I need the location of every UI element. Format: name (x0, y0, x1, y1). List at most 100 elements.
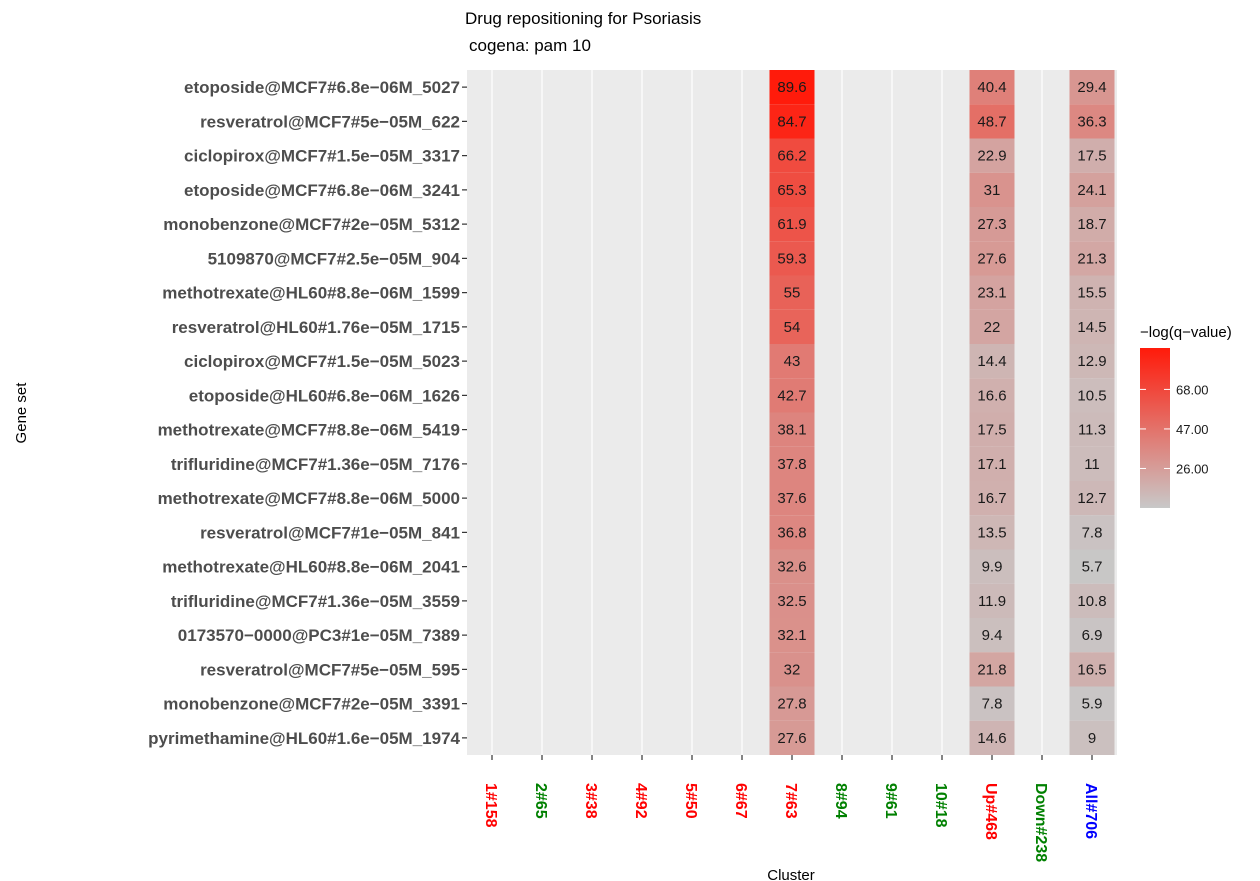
y-tick-label: methotrexate@MCF7#8.8e−06M_5419 (158, 421, 460, 440)
heatmap-cell (1069, 138, 1115, 173)
heatmap-cell (969, 172, 1015, 207)
y-tick-label: resveratrol@HL60#1.76e−05M_1715 (172, 318, 460, 337)
cell-value-label: 16.6 (977, 387, 1006, 404)
cell-value-label: 17.1 (977, 456, 1006, 473)
heatmap-cell (969, 412, 1015, 447)
heatmap-cell (1069, 652, 1115, 687)
y-tick-label: 5109870@MCF7#2.5e−05M_904 (208, 249, 461, 268)
x-tick-label: 1#158 (482, 783, 499, 828)
cell-value-label: 11 (1084, 456, 1100, 473)
cell-value-label: 54 (784, 319, 801, 336)
cell-value-label: 16.7 (977, 490, 1006, 507)
heatmap-cell (769, 309, 815, 344)
cell-value-label: 27.8 (777, 696, 806, 713)
heatmap-cell (769, 481, 815, 516)
cell-value-label: 21.3 (1077, 250, 1106, 267)
heatmap-cell (769, 446, 815, 481)
cell-value-label: 89.6 (777, 79, 806, 96)
cell-value-label: 16.5 (1077, 661, 1106, 678)
heatmap-cell (769, 583, 815, 618)
y-tick-label: trifluridine@MCF7#1.36e−05M_3559 (171, 592, 460, 611)
heatmap-cell (1069, 549, 1115, 584)
cell-value-label: 11.3 (1078, 422, 1106, 439)
heatmap-cell (1069, 104, 1115, 139)
y-tick-label: etoposide@MCF7#6.8e−06M_3241 (184, 181, 460, 200)
y-tick-label: methotrexate@MCF7#8.8e−06M_5000 (158, 489, 460, 508)
heatmap-cell (1069, 412, 1115, 447)
legend-colorbar (1140, 348, 1170, 508)
cell-value-label: 37.6 (777, 490, 806, 507)
heatmap-cell (769, 515, 815, 550)
heatmap-cell (1069, 378, 1115, 413)
cell-value-label: 7.8 (1082, 524, 1103, 541)
heatmap-cell (969, 720, 1015, 755)
heatmap-cell (969, 104, 1015, 139)
heatmap-cell (1069, 172, 1115, 207)
cell-value-label: 24.1 (1077, 182, 1106, 199)
x-tick-label: All#706 (1082, 783, 1099, 839)
cell-value-label: 48.7 (977, 113, 1006, 130)
heatmap-cell (1069, 241, 1115, 276)
cell-value-label: 61.9 (777, 216, 806, 233)
cell-value-label: 7.8 (982, 696, 1003, 713)
y-tick-label: 0173570−0000@PC3#1e−05M_7389 (178, 626, 460, 645)
legend-tick-label: 47.00 (1176, 422, 1209, 437)
legend: −log(q−value) 68.00 47.00 26.00 (1140, 324, 1232, 508)
heatmap-cell (1069, 309, 1115, 344)
cell-value-label: 14.4 (977, 353, 1006, 370)
heatmap-cell (969, 549, 1015, 584)
cell-value-label: 15.5 (1077, 285, 1106, 302)
x-tick-label: 4#92 (632, 783, 649, 819)
cell-value-label: 43 (784, 353, 801, 370)
chart-title: Drug repositioning for Psoriasis (465, 9, 701, 28)
cell-value-label: 55 (784, 285, 801, 302)
legend-ticks: 68.00 47.00 26.00 (1140, 382, 1209, 476)
cell-value-label: 9 (1088, 730, 1096, 747)
heatmap-cell (769, 172, 815, 207)
cell-value-label: 10.8 (1077, 593, 1106, 610)
cell-value-label: 13.5 (977, 524, 1006, 541)
cell-value-label: 6.9 (1082, 627, 1103, 644)
cell-value-label: 32.5 (777, 593, 806, 610)
heatmap-cell (1069, 583, 1115, 618)
heatmap-cell (969, 241, 1015, 276)
legend-tick-label: 68.00 (1176, 382, 1209, 397)
heatmap-cell (969, 275, 1015, 310)
heatmap-cell (769, 412, 815, 447)
x-tick-label: 9#61 (882, 783, 899, 819)
cell-value-label: 32.6 (777, 559, 806, 576)
heatmap-cell (969, 138, 1015, 173)
cell-value-label: 21.8 (977, 661, 1006, 678)
cell-value-label: 14.6 (977, 730, 1006, 747)
legend-title: −log(q−value) (1140, 324, 1232, 341)
heatmap-cell (969, 652, 1015, 687)
cell-value-label: 17.5 (977, 422, 1006, 439)
heatmap-cell (969, 686, 1015, 721)
y-tick-label: etoposide@MCF7#6.8e−06M_5027 (184, 78, 460, 97)
heatmap-cell (1069, 275, 1115, 310)
heatmap-cell (769, 549, 815, 584)
y-tick-label: methotrexate@HL60#8.8e−06M_2041 (162, 558, 460, 577)
heatmap-cell (969, 618, 1015, 653)
cell-value-label: 84.7 (777, 113, 806, 130)
cell-value-label: 42.7 (777, 387, 806, 404)
chart-subtitle: cogena: pam 10 (469, 36, 591, 55)
cell-value-label: 36.3 (1077, 113, 1106, 130)
x-tick-label: 7#63 (782, 783, 799, 819)
cell-value-label: 22 (984, 319, 1001, 336)
x-tick-label: Up#468 (982, 783, 999, 840)
x-tick-label: 3#38 (582, 783, 599, 819)
heatmap-cell (769, 207, 815, 242)
x-tick-label: 2#65 (532, 783, 549, 819)
heatmap-cell (969, 309, 1015, 344)
y-axis-title: Gene set (13, 382, 30, 444)
cell-value-label: 9.9 (982, 559, 1003, 576)
cell-value-label: 9.4 (982, 627, 1003, 644)
heatmap-cell (1069, 207, 1115, 242)
cell-value-label: 5.9 (1082, 696, 1103, 713)
y-tick-label: resveratrol@MCF7#1e−05M_841 (200, 523, 460, 542)
heatmap-cells (769, 70, 1115, 755)
y-tick-label: monobenzone@MCF7#2e−05M_3391 (163, 695, 460, 714)
heatmap-cell (769, 618, 815, 653)
cell-value-label: 27.3 (977, 216, 1006, 233)
